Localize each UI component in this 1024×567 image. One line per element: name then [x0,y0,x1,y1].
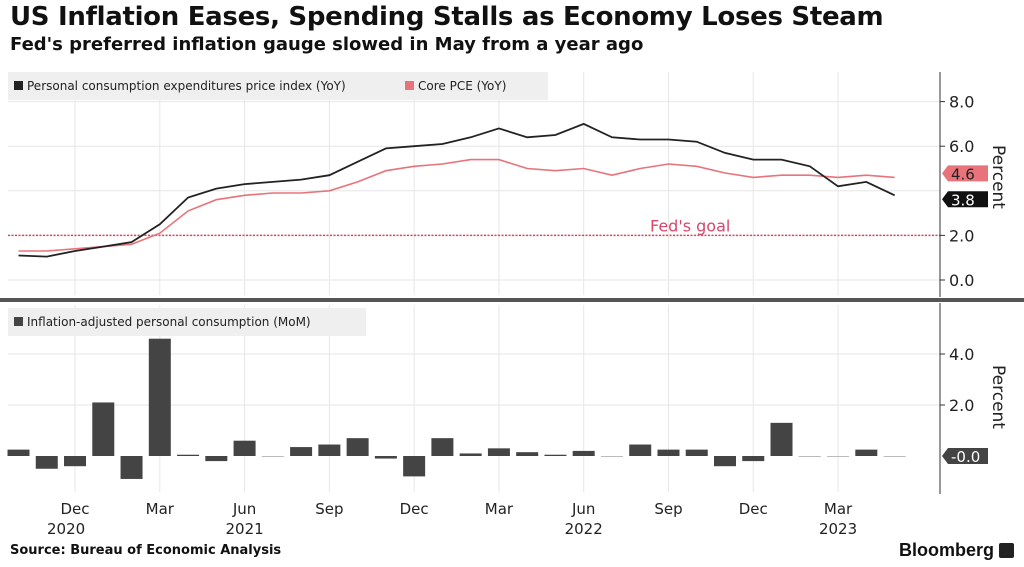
brand-logo: Bloomberg [898,540,994,560]
consumption-bar [318,444,341,456]
x-tick-label: Mar [146,500,175,518]
consumption-bar [431,438,454,456]
legend-background [8,308,366,336]
consumption-bar [346,438,369,456]
legend-label-pce: Personal consumption expenditures price … [27,79,346,93]
x-tick-label: Dec [400,500,429,518]
consumption-bar [120,456,143,479]
consumption-bar [600,456,623,457]
x-tick-label: Mar [824,500,853,518]
consumption-bar [742,456,765,462]
consumption-bar [770,422,793,456]
x-tick-label: Sep [654,500,682,518]
fed-goal-annotation: Fed's goal [650,216,730,235]
consumption-bar [827,456,850,457]
y-axis-title-top: Percent [988,145,1008,209]
bloomberg-icon [999,543,1014,558]
consumption-last-value-tag [942,448,988,464]
consumption-bar [64,456,87,467]
y-tick-label: 4.0 [949,345,974,364]
consumption-bar [487,448,510,456]
y-tick-label: 6.0 [949,137,974,156]
x-tick-label: Sep [315,500,343,518]
pce-line [18,122,895,258]
x-tick-label: Dec [61,500,90,518]
consumption-bar [35,456,58,469]
consumption-bar [459,453,482,456]
legend-label-consumption: Inflation-adjusted personal consumption … [27,315,311,329]
consumption-bar [883,456,906,457]
pce-last-value: 3.8 [951,191,975,209]
consumption-bar [685,449,708,456]
x-year-label: 2021 [225,520,263,538]
chart-subtitle: Fed's preferred inflation gauge slowed i… [10,34,644,55]
panel-divider [0,298,1024,302]
core-last-value-tag [942,165,988,182]
consumption-last-value: -0.0 [951,448,980,466]
consumption-bar [798,456,821,457]
core-last-value: 4.6 [951,165,975,183]
consumption-bar [177,454,200,456]
x-year-label: 2020 [47,520,85,538]
chart-title: US Inflation Eases, Spending Stalls as E… [10,2,884,32]
x-year-label: 2023 [819,520,857,538]
legend-swatch-core [405,81,414,90]
consumption-bar [544,454,567,456]
x-tick-label: Jun [232,500,256,518]
y-tick-label: 2.0 [949,396,974,415]
y-axis-title-bottom: Percent [988,365,1008,429]
consumption-bar [92,402,115,456]
consumption-bar [572,450,595,456]
y-tick-label: 0.0 [949,271,974,290]
consumption-bar [7,449,30,456]
y-tick-label: 2.0 [949,226,974,245]
x-tick-label: Jun [571,500,595,518]
source-note: Source: Bureau of Economic Analysis [10,543,282,558]
legend-label-core: Core PCE (YoY) [418,79,506,93]
consumption-bar [374,456,397,459]
consumption-bar [714,456,736,467]
consumption-bar [205,456,228,462]
y-tick-label: 8.0 [949,93,974,112]
legend-swatch-pce [14,81,23,90]
legend-swatch-consumption [14,317,23,326]
consumption-bar [657,449,680,456]
consumption-bar [516,452,539,456]
x-year-label: 2022 [565,520,603,538]
consumption-bar [290,447,313,456]
x-tick-label: Dec [739,500,768,518]
legend-background [8,72,548,100]
core-pce-line [18,158,895,252]
consumption-bar [629,444,652,456]
consumption-bar [261,456,284,457]
consumption-bar [855,449,878,456]
pce-last-value-tag [942,191,988,208]
consumption-bar [403,456,426,477]
consumption-bar [233,440,256,456]
x-tick-label: Mar [485,500,514,518]
consumption-bar [148,338,171,456]
